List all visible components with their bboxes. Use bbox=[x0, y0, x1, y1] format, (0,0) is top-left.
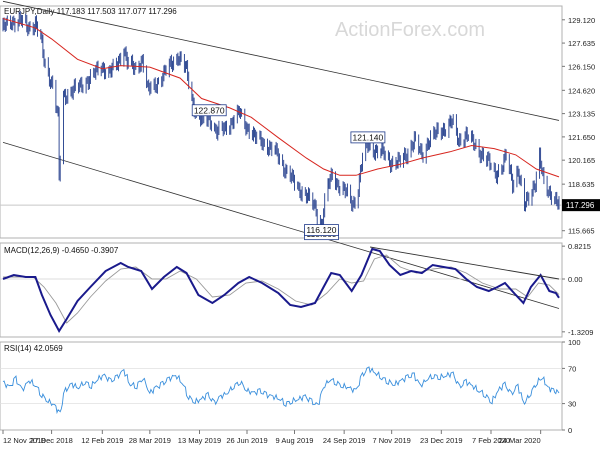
y-tick-label: 127.635 bbox=[568, 39, 595, 48]
x-tick-label: 7 Feb 2020 bbox=[472, 436, 510, 445]
last-price-tag bbox=[562, 199, 600, 212]
moving-average-line bbox=[2, 18, 560, 178]
price-pane-frame bbox=[0, 5, 563, 239]
x-tick-label: 12 Nov 2018 bbox=[3, 436, 46, 445]
rsi-plot bbox=[0, 366, 562, 415]
last-price-label: 117.296 bbox=[566, 201, 595, 210]
rsi-line bbox=[2, 366, 560, 415]
y-tick-label: 118.635 bbox=[568, 180, 595, 189]
x-tick-label: 7 Nov 2019 bbox=[372, 436, 410, 445]
x-tick-label: 26 Jun 2019 bbox=[226, 436, 267, 445]
y-tick-label: 100 bbox=[568, 338, 581, 347]
x-tick-label: 12 Feb 2019 bbox=[81, 436, 123, 445]
macd-pane-frame bbox=[0, 242, 563, 338]
y-tick-label: -1.3209 bbox=[568, 328, 593, 337]
watermark: ActionForex.com bbox=[335, 19, 485, 41]
price-y-axis: 129.120 127.635 126.150 124.620 123.135 121.6… bbox=[562, 16, 600, 236]
macd-line bbox=[2, 247, 560, 333]
rsi-y-axis: 100 70 30 0 bbox=[562, 338, 581, 435]
x-tick-label: 13 May 2019 bbox=[178, 436, 221, 445]
y-tick-label: 129.120 bbox=[568, 16, 595, 25]
annotation-box bbox=[304, 224, 339, 236]
y-tick-label: 124.620 bbox=[568, 86, 595, 95]
y-tick-label: 70 bbox=[568, 364, 576, 373]
rsi-header: RSI(14) 42.0569 bbox=[4, 344, 63, 353]
y-tick-label: 123.135 bbox=[568, 110, 595, 119]
y-tick-label: 126.150 bbox=[568, 62, 595, 71]
x-tick-label: 24 Mar 2020 bbox=[499, 436, 541, 445]
x-tick-label: 23 Dec 2019 bbox=[420, 436, 463, 445]
price-header: EURJPY,Daily 117.183 117.503 117.077 117… bbox=[4, 7, 177, 16]
macd-trendline bbox=[369, 246, 560, 280]
x-tick-label: 28 Mar 2019 bbox=[129, 436, 171, 445]
y-tick-label: 121.650 bbox=[568, 133, 595, 142]
y-tick-label: 0 bbox=[568, 426, 572, 435]
macd-plot bbox=[0, 246, 562, 333]
annotation-label: 116.120 bbox=[306, 225, 336, 235]
y-tick-label: 115.665 bbox=[568, 227, 595, 236]
x-tick-label: 9 Aug 2019 bbox=[276, 436, 314, 445]
y-tick-label: 0.00 bbox=[568, 275, 583, 284]
y-tick-label: 0.8215 bbox=[568, 242, 591, 251]
x-tick-label: 24 Sep 2019 bbox=[323, 436, 366, 445]
y-tick-label: 120.165 bbox=[568, 156, 595, 165]
annotation-label: 122.870 bbox=[194, 105, 225, 115]
channel-line-lower bbox=[2, 141, 560, 309]
annotation-box bbox=[350, 131, 386, 144]
macd-y-axis: 0.8215 0.00 -1.3209 bbox=[562, 242, 593, 337]
macd-header: MACD(12,26,9) -0.4650 -0.3907 bbox=[4, 246, 119, 255]
annotation-box bbox=[191, 104, 227, 117]
x-tick-label: 27 Dec 2018 bbox=[30, 436, 73, 445]
macd-signal-line bbox=[3, 254, 560, 324]
price-candles bbox=[2, 11, 560, 229]
rsi-pane-frame bbox=[0, 341, 563, 431]
annotation-label: 121.140 bbox=[353, 132, 384, 142]
channel-line-upper bbox=[2, 0, 560, 121]
y-tick-label: 30 bbox=[568, 400, 576, 409]
